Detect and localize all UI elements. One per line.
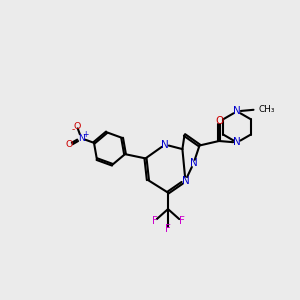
Text: +: + — [82, 130, 88, 139]
Text: N: N — [161, 140, 169, 150]
Text: N: N — [78, 134, 85, 143]
Text: F: F — [165, 224, 171, 235]
Text: F: F — [152, 216, 158, 226]
Text: N: N — [233, 137, 241, 148]
Text: -: - — [71, 125, 75, 134]
Text: CH₃: CH₃ — [259, 105, 275, 114]
Text: O: O — [215, 116, 223, 127]
Text: N: N — [233, 106, 241, 116]
Text: F: F — [178, 216, 184, 226]
Text: N: N — [182, 176, 189, 186]
Text: N: N — [190, 158, 197, 169]
Text: O: O — [66, 140, 73, 149]
Text: O: O — [73, 122, 80, 131]
